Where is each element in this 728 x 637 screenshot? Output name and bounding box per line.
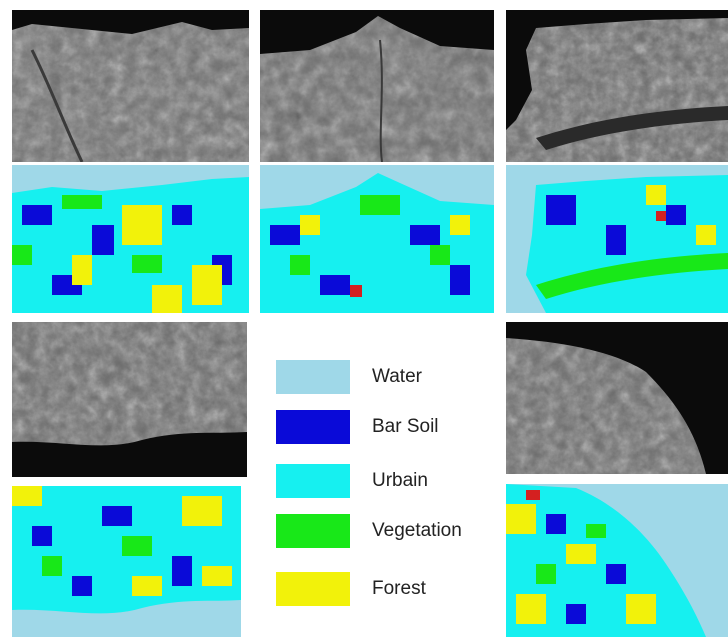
classified-map-4-svg xyxy=(12,486,241,637)
legend-label-water: Water xyxy=(372,366,422,387)
legend-item-water: Water xyxy=(262,360,502,400)
classified-map-2-svg xyxy=(260,165,494,313)
legend-swatch-vegetation xyxy=(276,514,350,548)
satellite-image-5-svg xyxy=(506,322,728,474)
classified-map-4 xyxy=(12,486,241,637)
classified-map-2 xyxy=(260,165,494,313)
satellite-image-3 xyxy=(506,10,728,162)
legend-label-urbain: Urbain xyxy=(372,470,428,491)
satellite-image-3-svg xyxy=(506,10,728,162)
legend: Water Bar Soil Urbain Vegetation Forest xyxy=(262,340,502,630)
classified-map-1 xyxy=(12,165,249,313)
legend-label-vegetation: Vegetation xyxy=(372,520,462,541)
legend-label-bar-soil: Bar Soil xyxy=(372,416,439,437)
classified-map-5 xyxy=(506,484,728,637)
legend-swatch-bar-soil xyxy=(276,410,350,444)
classified-map-5-svg xyxy=(506,484,728,637)
classified-map-3 xyxy=(506,165,728,313)
satellite-image-2-svg xyxy=(260,10,494,162)
satellite-image-1 xyxy=(12,10,249,162)
legend-item-bar-soil: Bar Soil xyxy=(262,410,502,450)
satellite-image-1-svg xyxy=(12,10,249,162)
classified-map-3-svg xyxy=(506,165,728,313)
classified-map-1-svg xyxy=(12,165,249,313)
satellite-image-5 xyxy=(506,322,728,474)
legend-swatch-water xyxy=(276,360,350,394)
legend-swatch-forest xyxy=(276,572,350,606)
legend-item-urbain: Urbain xyxy=(262,464,502,504)
satellite-image-4 xyxy=(12,322,247,477)
legend-label-forest: Forest xyxy=(372,578,426,599)
satellite-image-4-svg xyxy=(12,322,247,477)
satellite-image-2 xyxy=(260,10,494,162)
legend-item-forest: Forest xyxy=(262,572,502,612)
legend-item-vegetation: Vegetation xyxy=(262,514,502,554)
legend-swatch-urbain xyxy=(276,464,350,498)
